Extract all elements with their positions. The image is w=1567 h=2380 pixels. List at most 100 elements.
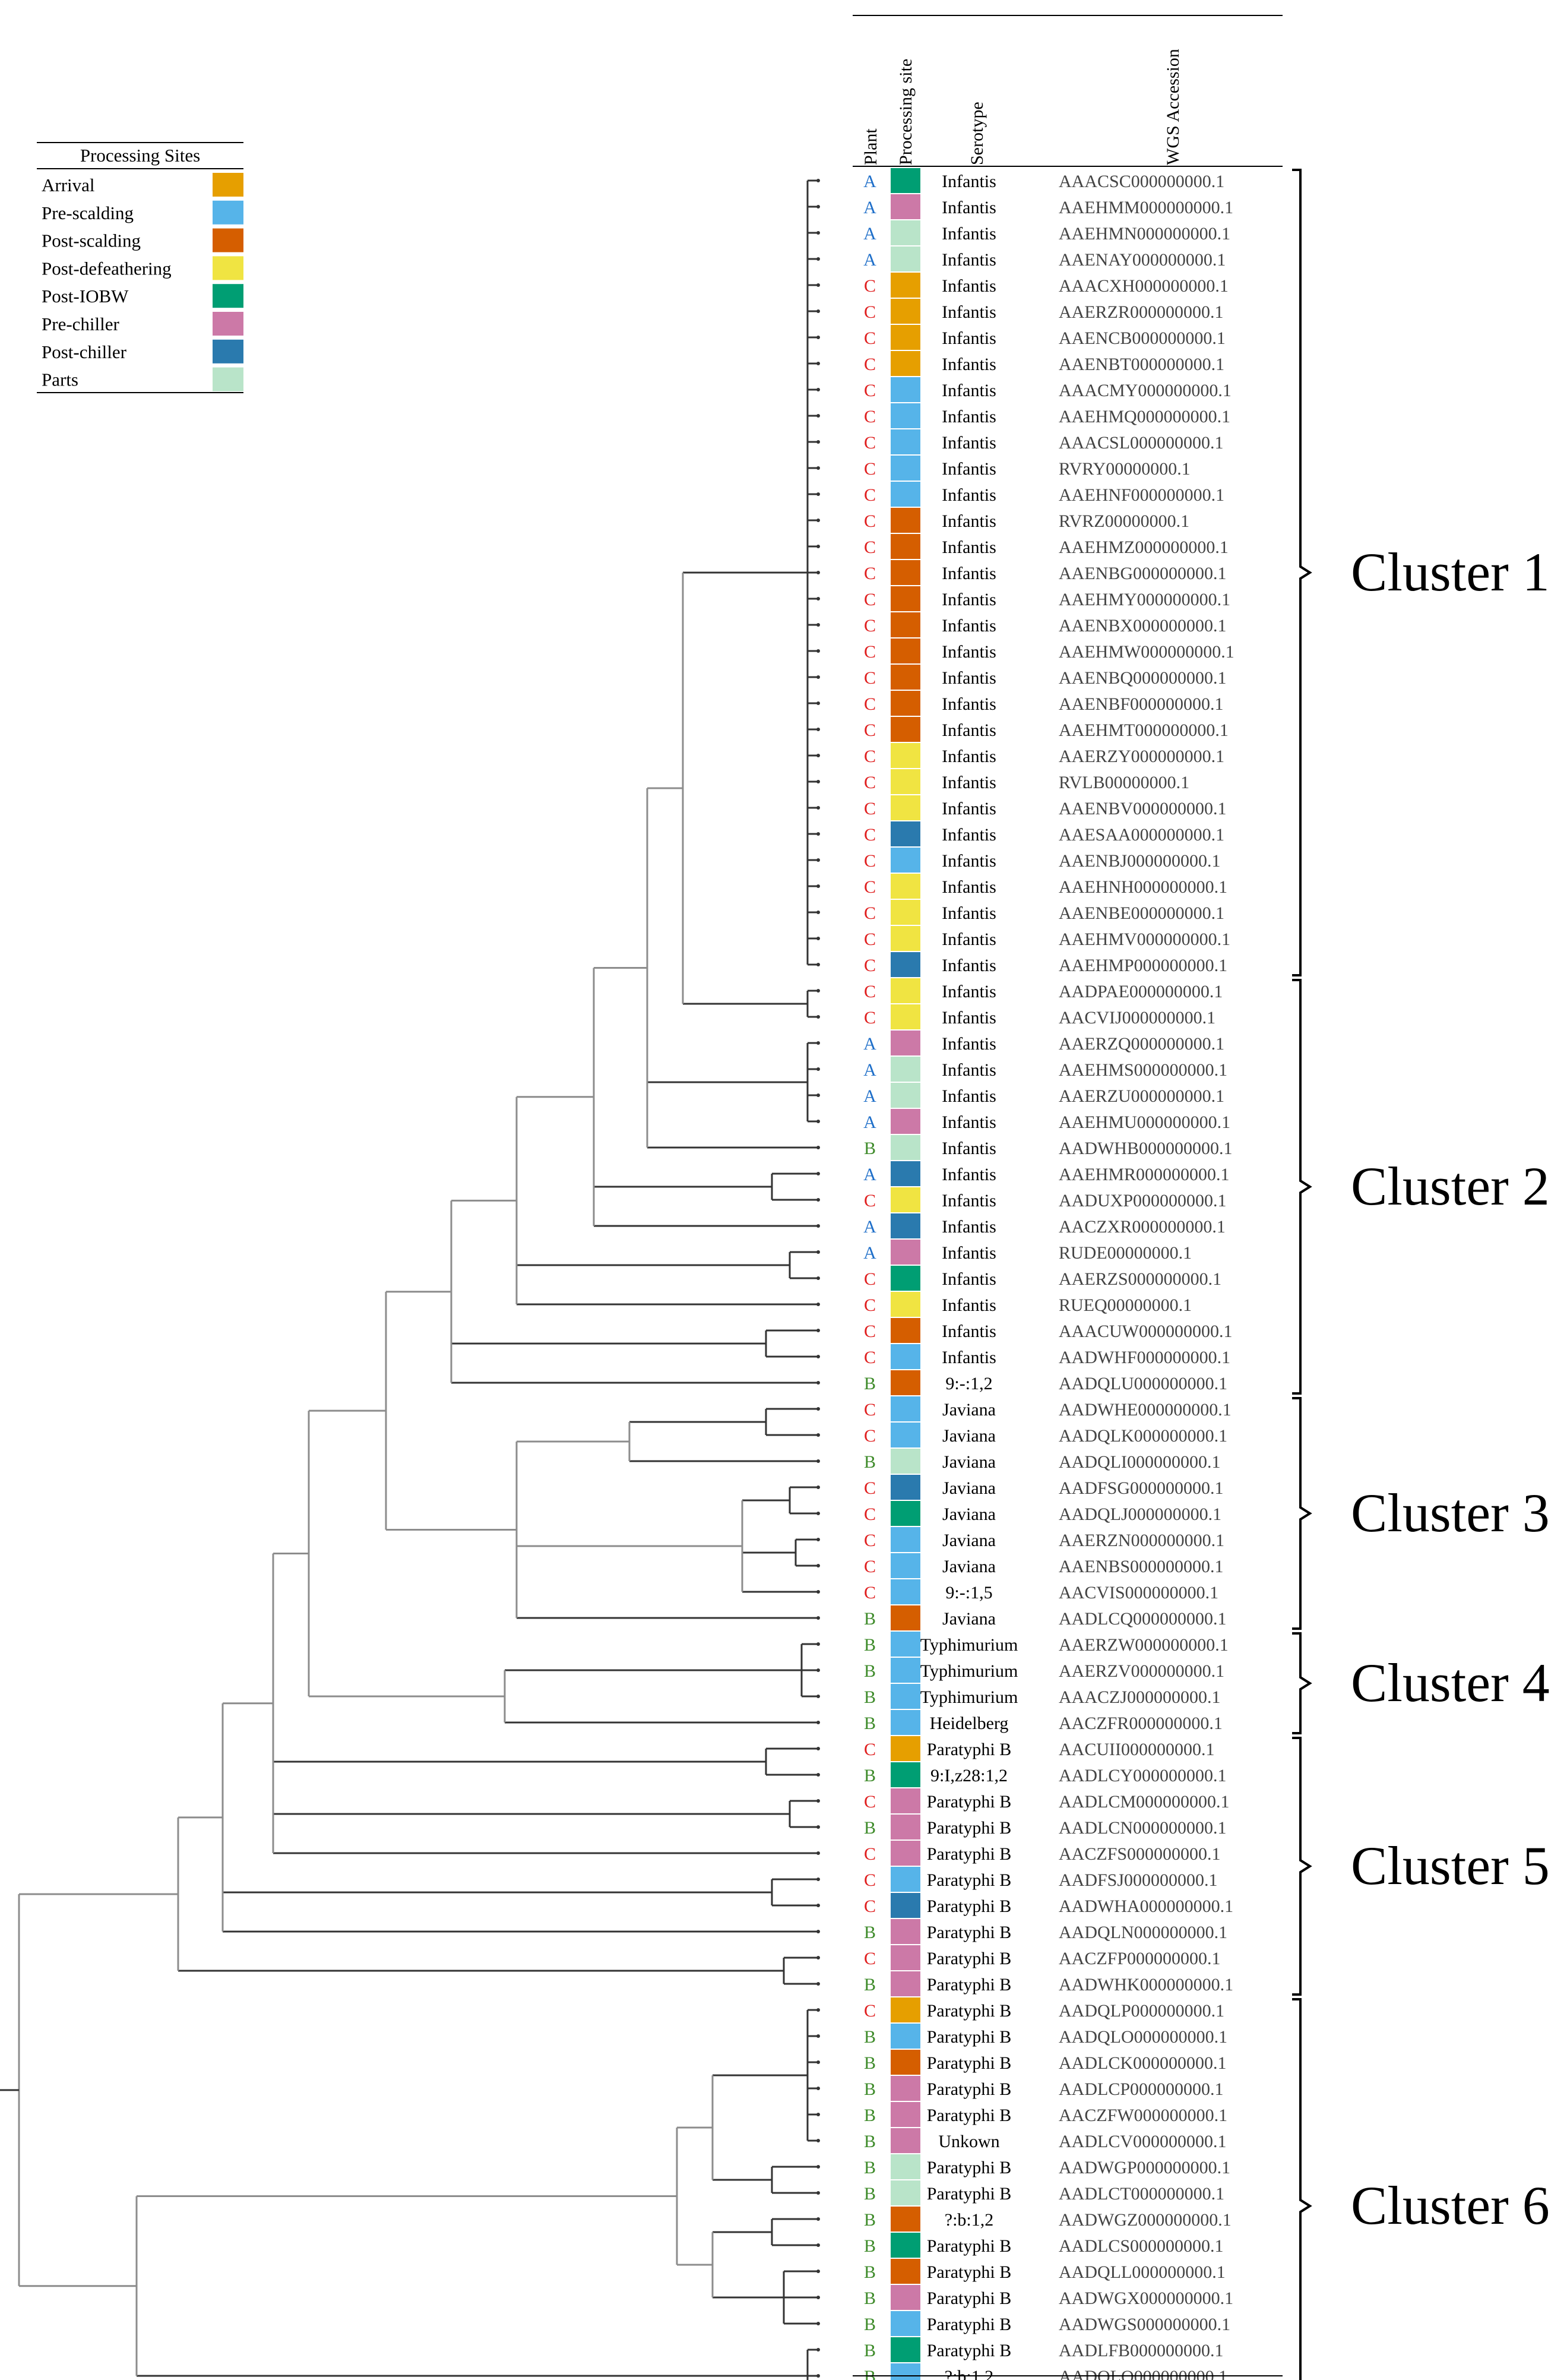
accession-label: AAERZW000000000.1 [1059,1635,1229,1655]
plant-label: C [864,877,876,897]
accession-label: AAENBV000000000.1 [1059,799,1227,818]
serotype-label: Infantis [942,720,996,740]
cluster-brace [1292,169,1312,976]
serotype-label: Infantis [942,1139,996,1158]
tree-tip [816,1120,820,1123]
header-processing-site: Processing site [896,59,916,165]
tree-tip [816,989,820,993]
leaf-row: A Infantis AAENAY000000000.1 [863,245,1226,273]
plant-label: C [864,956,876,975]
accession-label: AAERZU000000000.1 [1059,1086,1224,1106]
plant-label: B [864,1975,876,1995]
serotype-label: Infantis [942,459,996,479]
plant-label: C [864,1531,876,1550]
accession-label: AAEHMQ000000000.1 [1059,407,1230,426]
serotype-label: Infantis [942,1112,996,1132]
tree-tip [816,1407,820,1411]
plant-label: C [864,328,876,348]
plant-label: B [864,1714,876,1733]
leaf-row: C Infantis AAEHNF000000000.1 [864,481,1224,508]
cluster-bracket: Cluster 5 [1292,1737,1550,1996]
plant-label: C [864,616,876,636]
processing-site-swatch [889,1238,922,1266]
plant-label: B [864,1923,876,1942]
tree-tip [816,1747,820,1750]
accession-label: AADQLU000000000.1 [1059,1374,1227,1393]
tree-tip [816,414,820,418]
accession-label: AAENBF000000000.1 [1059,694,1224,714]
serotype-label: Infantis [942,1217,996,1237]
accession-label: AADFSJ000000000.1 [1059,1870,1218,1890]
tree-tip [816,1459,820,1463]
leaf-row: B 9:-:1,2 AADQLU000000000.1 [864,1369,1227,1396]
processing-site-swatch [889,2075,922,2102]
serotype-label: Infantis [942,930,996,949]
serotype-label: Javiana [942,1452,996,1472]
accession-label: AADPAE000000000.1 [1059,982,1223,1001]
tree-tip [816,1512,820,1515]
serotype-label: Infantis [942,1060,996,1080]
serotype-label: Unkown [938,2132,999,2151]
leaf-row: B Typhimurium AAERZV000000000.1 [864,1657,1224,1684]
cluster-brace [1292,1998,1312,2380]
leaf-row: C Infantis AAERZY000000000.1 [864,742,1224,769]
serotype-label: Infantis [942,511,996,531]
tree-tip [816,780,820,783]
leaf-row: C Infantis AAENBQ000000000.1 [864,663,1227,691]
plant-label: B [864,2132,876,2151]
accession-label: AAACSL000000000.1 [1059,433,1224,453]
leaf-row: C Infantis AADWHF000000000.1 [864,1343,1230,1370]
serotype-label: Infantis [942,1034,996,1054]
accession-label: AADQLL000000000.1 [1059,2262,1226,2282]
plant-label: C [864,302,876,322]
leaf-row: C Paratyphi B AADFSJ000000000.1 [864,1866,1218,1893]
processing-site-swatch [889,1735,922,1762]
accession-label: AAACSC000000000.1 [1059,172,1224,191]
leaf-row: A Infantis RUDE00000000.1 [863,1238,1192,1266]
serotype-label: Infantis [942,250,996,270]
tree-tip [816,2296,820,2299]
tree-tip [816,466,820,470]
processing-site-swatch [889,1108,922,1135]
leaf-row: C Infantis AAENBF000000000.1 [864,690,1224,717]
processing-site-swatch [889,454,922,482]
accession-label: AADQLI000000000.1 [1059,1452,1220,1472]
leaf-row: B Paratyphi B AADLFB000000000.1 [864,2336,1224,2363]
plant-label: C [864,564,876,583]
processing-site-swatch [889,2205,922,2233]
leaf-row: C Infantis AAENBE000000000.1 [864,899,1224,926]
serotype-label: ?:b:1,2 [945,2367,994,2380]
leaf-row: C 9:-:1,5 AACVIS000000000.1 [864,1578,1218,1605]
accession-label: AACZXR000000000.1 [1059,1217,1226,1237]
processing-site-swatch [889,1291,922,1318]
leaf-row: A Infantis AAEHMR000000000.1 [863,1160,1230,1187]
accession-label: RVLB00000000.1 [1059,773,1189,792]
serotype-label: Infantis [942,668,996,688]
processing-site-swatch [889,1186,922,1213]
plant-label: C [864,1505,876,1524]
serotype-label: Typhimurium [920,1687,1018,1707]
accession-label: AADQLP000000000.1 [1059,2001,1224,2021]
plant-label: B [864,2262,876,2282]
leaf-row: C Javiana AADQLJ000000000.1 [864,1500,1221,1527]
tree-tip [816,1041,820,1045]
serotype-label: Infantis [942,407,996,426]
accession-label: AADLCN000000000.1 [1059,1818,1227,1838]
serotype-label: Paratyphi B [927,2289,1012,2308]
tree-tip [816,1851,820,1855]
serotype-label: Infantis [942,1086,996,1106]
serotype-label: Infantis [942,956,996,975]
processing-site-swatch [889,298,922,325]
accession-label: AAEHMU000000000.1 [1059,1112,1230,1132]
serotype-label: Infantis [942,799,996,818]
serotype-label: Infantis [942,1191,996,1210]
plant-label: C [864,1322,876,1341]
processing-site-swatch [889,324,922,351]
accession-label: AAERZY000000000.1 [1059,747,1224,766]
tree-tip [816,1825,820,1829]
processing-site-swatch [889,1500,922,1527]
serotype-label: Paratyphi B [927,1792,1012,1812]
serotype-label: Infantis [942,1322,996,1341]
cluster-bracket: Cluster 6 [1292,1998,1550,2380]
processing-site-swatch [889,1369,922,1396]
